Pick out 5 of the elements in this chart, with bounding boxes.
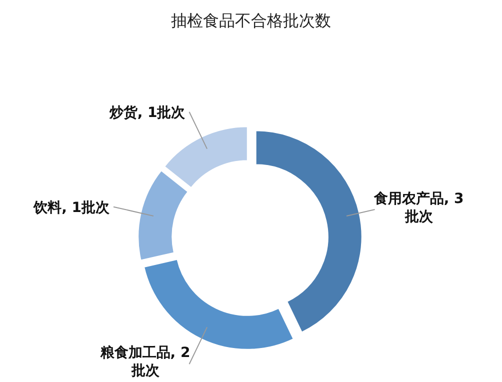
slice-label: 炒货, 1批次 — [108, 104, 186, 121]
slice-label: 粮食加工品, 2批次 — [99, 344, 192, 380]
slice-label: 食用农产品, 3批次 — [372, 190, 465, 226]
slice-label: 饮料, 1批次 — [32, 200, 111, 216]
chart-title: 抽检食品不合格批次数 — [171, 11, 331, 30]
